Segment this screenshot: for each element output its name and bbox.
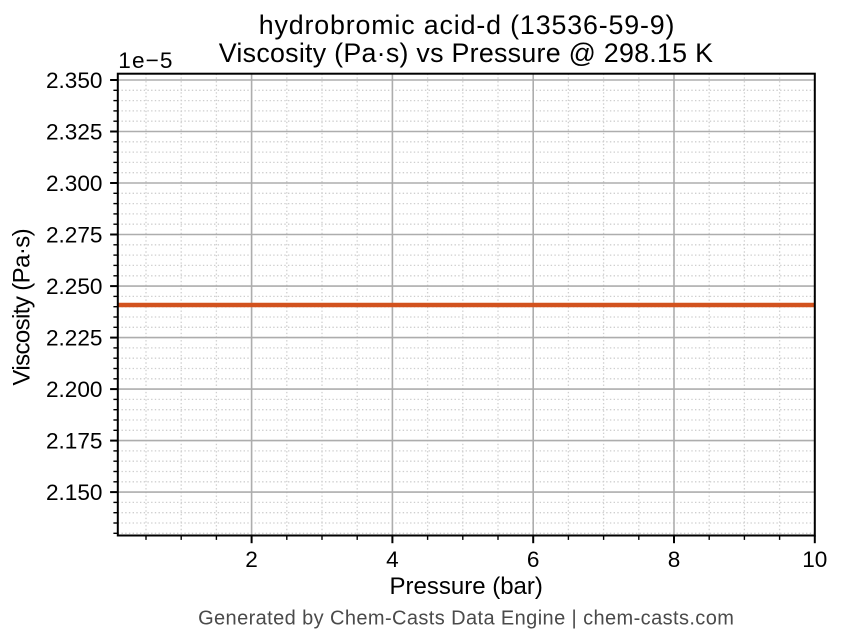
svg-text:Pressure (bar): Pressure (bar) bbox=[390, 573, 543, 600]
svg-text:2.350: 2.350 bbox=[46, 68, 103, 93]
svg-text:8: 8 bbox=[668, 547, 681, 572]
svg-text:2.225: 2.225 bbox=[46, 325, 103, 350]
svg-text:2.300: 2.300 bbox=[46, 171, 103, 196]
svg-text:2: 2 bbox=[245, 547, 258, 572]
svg-text:2.275: 2.275 bbox=[46, 222, 103, 247]
svg-text:Viscosity (Pa·s): Viscosity (Pa·s) bbox=[9, 229, 36, 386]
svg-text:6: 6 bbox=[527, 547, 540, 572]
svg-text:2.150: 2.150 bbox=[46, 480, 103, 505]
svg-text:4: 4 bbox=[386, 547, 399, 572]
svg-text:hydrobromic acid-d (13536-59-9: hydrobromic acid-d (13536-59-9) bbox=[259, 10, 676, 40]
svg-text:Generated by Chem-Casts Data E: Generated by Chem-Casts Data Engine | ch… bbox=[198, 608, 734, 630]
svg-text:2.250: 2.250 bbox=[46, 274, 103, 299]
svg-text:Viscosity (Pa·s) vs Pressure @: Viscosity (Pa·s) vs Pressure @ 298.15 K bbox=[219, 38, 713, 68]
svg-text:2.325: 2.325 bbox=[46, 119, 103, 144]
svg-text:2.175: 2.175 bbox=[46, 428, 103, 453]
svg-text:10: 10 bbox=[802, 547, 827, 572]
svg-text:1e−5: 1e−5 bbox=[118, 48, 173, 73]
svg-text:2.200: 2.200 bbox=[46, 377, 103, 402]
